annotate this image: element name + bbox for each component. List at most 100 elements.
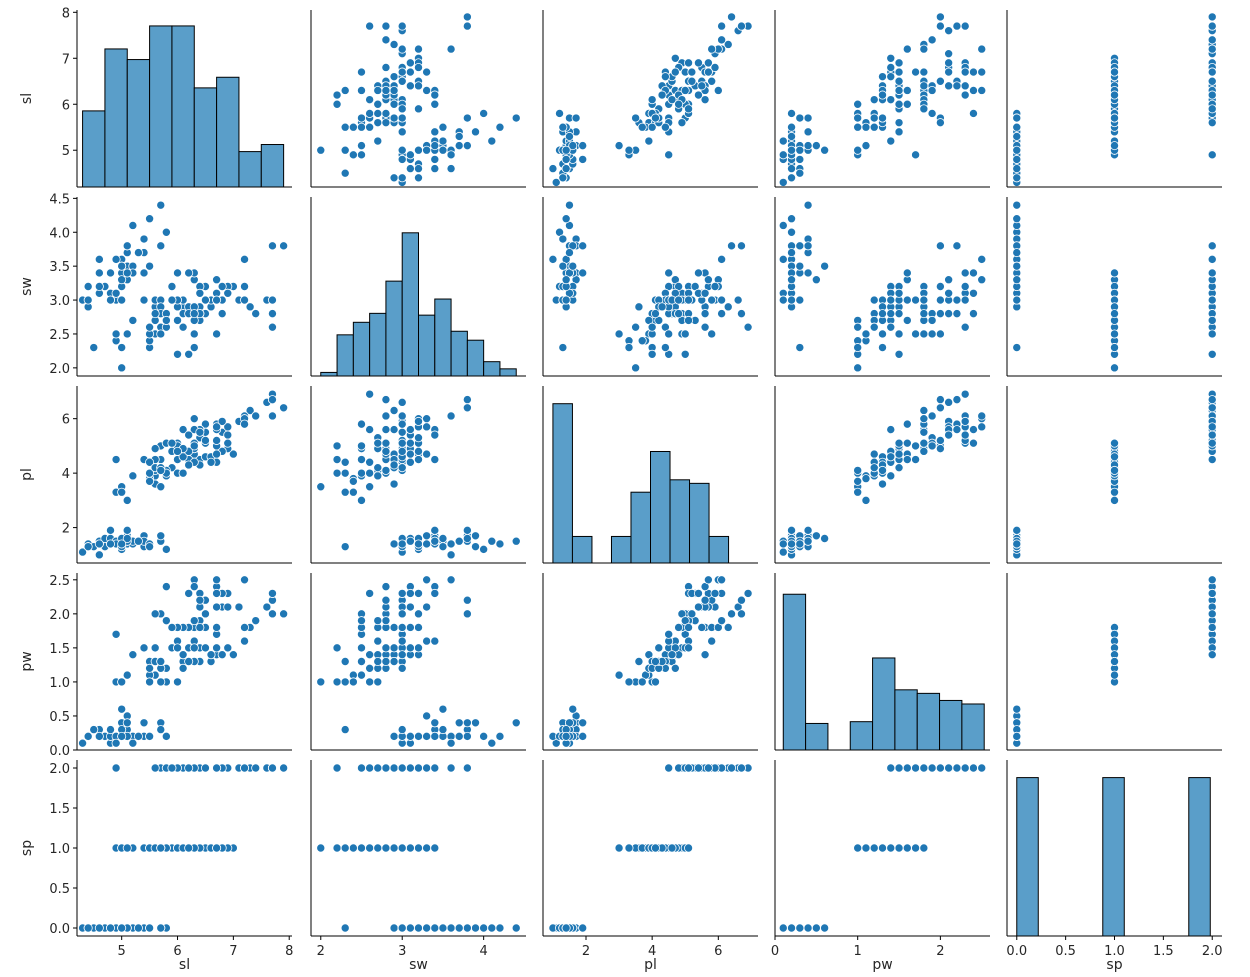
scatter-point-sl-vs-sp	[1207, 67, 1217, 77]
scatter-point-sl-vs-pl	[664, 150, 674, 160]
scatter-point-sl-vs-pw	[778, 150, 788, 160]
scatter-point-sw-vs-pw	[952, 309, 962, 319]
scatter-point-sl-vs-pl	[687, 67, 697, 77]
scatter-point-pl-vs-sw	[438, 542, 448, 552]
scatter-point-pl-vs-pw	[820, 533, 830, 543]
scatter-point-pl-vs-pw	[861, 474, 871, 484]
scatter-point-sw-vs-pw	[952, 241, 962, 251]
scatter-point-sp-vs-sw	[405, 923, 415, 933]
y-tick-label-sp: 0.0	[49, 922, 70, 937]
scatter-point-sp-vs-sl	[106, 923, 116, 933]
scatter-point-sp-vs-sw	[356, 763, 366, 773]
scatter-point-pw-vs-sl	[106, 725, 116, 735]
histogram-bar-sw-11	[499, 368, 517, 377]
scatter-point-sw-vs-pw	[919, 329, 929, 339]
scatter-point-pw-vs-pl	[650, 657, 660, 667]
scatter-point-sw-vs-sl	[267, 295, 277, 305]
scatter-point-pl-vs-pw	[787, 539, 797, 549]
scatter-point-pl-vs-pw	[919, 406, 929, 416]
scatter-point-sw-vs-sl	[150, 309, 160, 319]
scatter-point-sw-vs-sp	[1207, 254, 1217, 264]
scatter-point-sw-vs-pl	[727, 241, 737, 251]
scatter-point-sw-vs-pl	[707, 329, 717, 339]
scatter-point-sp-vs-sw	[430, 763, 440, 773]
scatter-point-sw-vs-pw	[902, 315, 912, 325]
scatter-point-sl-vs-sw	[332, 99, 342, 109]
scatter-point-sl-vs-pl	[680, 85, 690, 95]
scatter-point-sp-vs-sw	[389, 923, 399, 933]
x-tick-label-sw: 2	[317, 944, 325, 959]
scatter-point-pl-vs-pw	[919, 414, 929, 424]
scatter-point-pl-vs-sw	[397, 419, 407, 429]
scatter-point-sl-vs-pl	[614, 141, 624, 151]
scatter-point-pl-vs-pw	[878, 465, 888, 475]
scatter-point-sl-vs-sw	[430, 90, 440, 100]
scatter-point-sw-vs-pw	[911, 295, 921, 305]
scatter-point-sl-vs-pl	[674, 99, 684, 109]
scatter-point-pl-vs-sw	[446, 550, 456, 560]
scatter-point-sw-vs-pw	[787, 275, 797, 285]
scatter-point-sw-vs-pl	[578, 268, 588, 278]
scatter-point-sw-vs-sl	[212, 329, 222, 339]
scatter-point-pl-vs-sl	[122, 533, 132, 543]
x-axis-label-sl: sl	[179, 957, 190, 973]
scatter-point-pw-vs-sw	[438, 725, 448, 735]
scatter-point-sw-vs-pw	[787, 295, 797, 305]
y-tick-label-pw: 1.0	[49, 676, 70, 691]
scatter-point-sl-vs-pl	[558, 173, 568, 183]
scatter-point-pl-vs-pw	[894, 449, 904, 459]
scatter-point-pl-vs-sw	[405, 536, 415, 546]
scatter-point-sl-vs-pw	[787, 122, 797, 132]
x-tick-label-sl: 5	[118, 944, 126, 959]
scatter-point-sp-vs-pw	[911, 763, 921, 773]
scatter-point-sl-vs-sw	[381, 21, 391, 31]
scatter-point-sl-vs-pw	[803, 127, 813, 137]
scatter-point-pl-vs-sl	[111, 455, 121, 465]
scatter-point-sl-vs-sp	[1110, 113, 1120, 123]
scatter-point-sw-vs-pw	[960, 268, 970, 278]
scatter-point-pl-vs-sw	[438, 533, 448, 543]
scatter-point-pl-vs-sl	[267, 395, 277, 405]
scatter-point-pl-vs-sw	[430, 536, 440, 546]
scatter-point-pl-vs-sw	[381, 438, 391, 448]
scatter-point-pw-vs-sp	[1110, 670, 1120, 680]
scatter-point-sl-vs-sw	[389, 99, 399, 109]
scatter-point-pl-vs-pw	[853, 465, 863, 475]
scatter-point-sw-vs-sl	[83, 281, 93, 291]
scatter-point-pw-vs-sw	[389, 731, 399, 741]
scatter-point-sp-vs-pw	[911, 843, 921, 853]
scatter-point-pl-vs-sw	[397, 427, 407, 437]
scatter-point-pw-vs-pl	[637, 677, 647, 687]
scatter-point-pl-vs-sw	[422, 422, 432, 432]
scatter-point-sw-vs-pl	[684, 295, 694, 305]
scatter-point-pl-vs-sw	[422, 449, 432, 459]
scatter-point-pl-vs-sw	[332, 441, 342, 451]
scatter-point-sl-vs-pl	[700, 95, 710, 105]
scatter-point-sp-vs-sl	[117, 923, 127, 933]
scatter-point-sl-vs-pw	[803, 141, 813, 151]
scatter-point-pw-vs-sw	[373, 636, 383, 646]
scatter-point-sl-vs-sw	[397, 104, 407, 114]
scatter-point-sl-vs-sw	[438, 122, 448, 132]
scatter-point-sl-vs-sw	[413, 62, 423, 72]
y-tick-label-sp: 1.5	[49, 802, 70, 817]
scatter-point-sl-vs-sw	[389, 113, 399, 123]
scatter-point-sl-vs-sp	[1012, 145, 1022, 155]
scatter-point-pl-vs-sl	[83, 542, 93, 552]
scatter-point-pw-vs-sl	[78, 738, 88, 748]
scatter-point-sw-vs-pl	[647, 349, 657, 359]
y-tick-label-sw: 4.5	[49, 192, 70, 207]
scatter-point-pl-vs-sl	[145, 476, 155, 486]
scatter-point-sl-vs-pw	[894, 118, 904, 128]
scatter-point-sw-vs-pw	[960, 295, 970, 305]
scatter-point-sw-vs-pl	[700, 322, 710, 332]
scatter-point-sl-vs-pw	[787, 145, 797, 155]
scatter-point-pl-vs-sw	[373, 471, 383, 481]
histogram-bar-sw-10	[483, 361, 501, 377]
scatter-point-pw-vs-sw	[348, 677, 358, 687]
scatter-point-sl-vs-pl	[548, 164, 558, 174]
scatter-point-pl-vs-sw	[430, 455, 440, 465]
y-tick-label-sl: 7	[62, 52, 70, 67]
scatter-point-pl-vs-sw	[381, 446, 391, 456]
scatter-point-sw-vs-sl	[167, 281, 177, 291]
